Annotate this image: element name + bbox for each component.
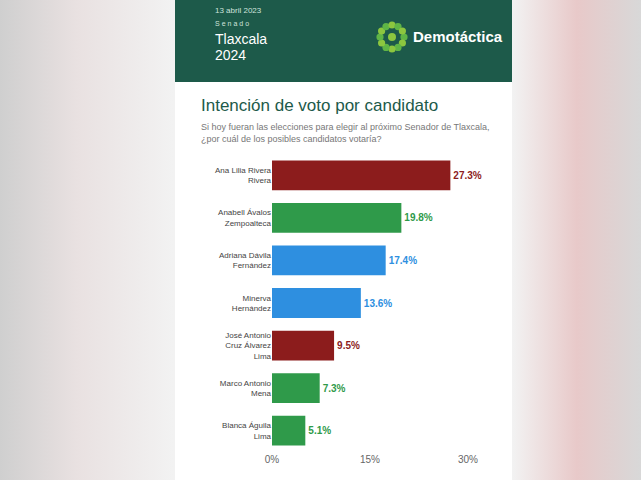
svg-text:Marco AntonioMena: Marco AntonioMena	[220, 379, 272, 398]
svg-text:Ana Lilia RiveraRivera: Ana Lilia RiveraRivera	[215, 166, 272, 185]
html-text:Demotáctica: Demotáctica	[413, 28, 503, 45]
svg-text:27.3%: 27.3%	[453, 170, 481, 181]
html-text:Intención de voto por candidat: Intención de voto por candidato	[201, 96, 439, 115]
html-text:Tlaxcala 2024: Tlaxcala 2024	[215, 31, 268, 63]
svg-text:13.6%: 13.6%	[364, 298, 392, 309]
svg-text:7.3%: 7.3%	[323, 383, 346, 394]
svg-text:17.4%: 17.4%	[389, 255, 417, 266]
svg-text:30%: 30%	[458, 454, 478, 465]
svg-text:9.5%: 9.5%	[337, 340, 360, 351]
svg-text:5.1%: 5.1%	[308, 425, 331, 436]
svg-text:Blanca ÁguilaLima: Blanca ÁguilaLima	[222, 421, 271, 440]
svg-text:MinervaHernández: MinervaHernández	[232, 294, 272, 313]
html-text:Si hoy fueran las elecciones p: Si hoy fueran las elecciones para elegir…	[201, 122, 490, 144]
svg-text:19.8%: 19.8%	[404, 212, 432, 223]
svg-text:Adriana DávilaFernández: Adriana DávilaFernández	[219, 251, 272, 270]
svg-text:José AntonioCruz ÁlvarezLima: José AntonioCruz ÁlvarezLima	[225, 331, 271, 361]
svg-text:15%: 15%	[360, 454, 380, 465]
svg-text:0%: 0%	[265, 454, 280, 465]
svg-text:Anabell ÁvalosZempoalteca: Anabell ÁvalosZempoalteca	[218, 208, 271, 227]
html-text:13 abril 2023: 13 abril 2023	[215, 6, 262, 15]
html-text:Senado: Senado	[215, 20, 252, 27]
